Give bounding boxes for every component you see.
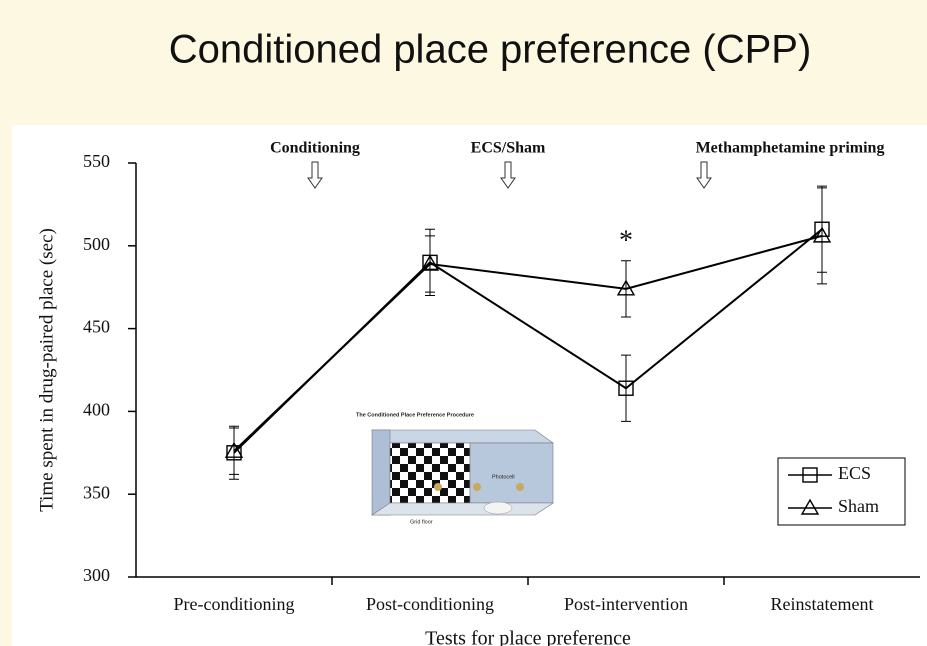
x-tick-label: Post-conditioning [366,594,494,614]
inset-label: Grid floor [410,519,433,525]
x-tick-label: Pre-conditioning [174,594,295,614]
inset-plain-wall [470,443,553,503]
x-tick-label: Post-intervention [564,594,688,614]
inset-box-side [372,430,390,515]
y-axis-label: Time spent in drug-paired place (sec) [36,228,57,512]
inset-title: The Conditioned Place Preference Procedu… [356,412,474,418]
chart-area [12,125,927,646]
phase-annotation: Methamphetamine priming [696,140,885,157]
slide: Conditioned place preference (CPP) The C… [0,0,927,646]
legend-label: Sham [838,496,879,516]
x-axis-label: Tests for place preference [425,628,631,646]
phase-annotation: ECS/Sham [471,140,546,157]
y-tick-label: 500 [83,234,110,254]
inset-photocell [473,483,481,491]
inset-photocell [516,483,524,491]
inset-rat [484,502,512,514]
legend-label: ECS [838,463,871,483]
x-tick-label: Reinstatement [771,594,874,614]
page: Conditioned place preference (CPP) The C… [0,0,927,646]
slide-title: Conditioned place preference (CPP) [169,28,812,72]
y-tick-label: 400 [83,400,110,420]
inset-checker-wall [390,443,470,503]
inset-floor [372,503,553,515]
inset-box-top [372,430,553,443]
y-tick-label: 450 [83,317,110,337]
significance-marker: * [619,225,633,256]
y-tick-label: 550 [83,151,110,171]
inset-photocell [434,483,442,491]
y-tick-label: 300 [83,565,110,585]
inset-label: Photocell [492,474,515,480]
phase-annotation: Conditioning [270,140,360,157]
y-tick-label: 350 [83,482,110,502]
